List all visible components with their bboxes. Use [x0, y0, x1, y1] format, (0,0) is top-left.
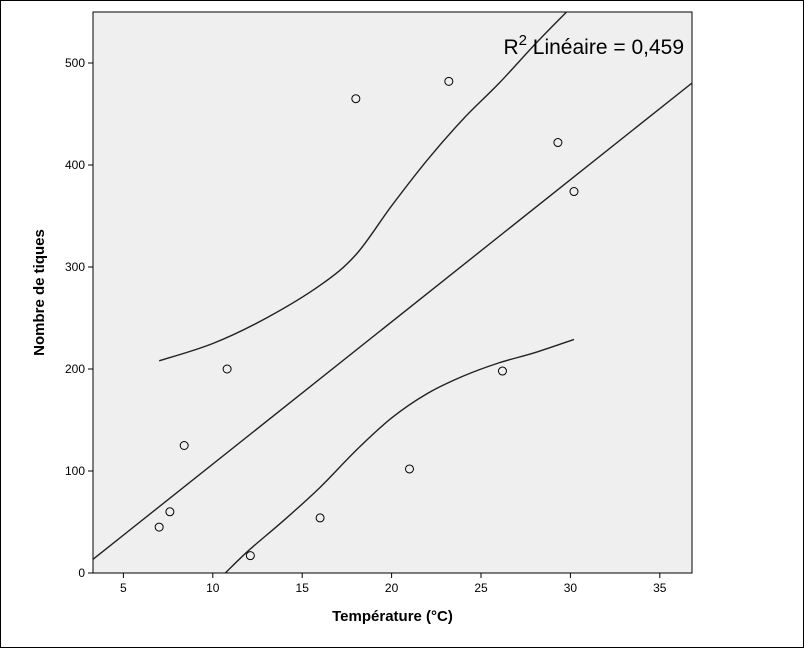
- data-point: [553, 138, 563, 148]
- axes: 5 10 15 20 25 30 35 0 100 200 300 400 500: [65, 56, 667, 595]
- data-point: [222, 364, 232, 374]
- data-point: [351, 94, 361, 104]
- x-tick-label: 10: [206, 581, 220, 595]
- data-point: [497, 366, 507, 376]
- data-points: [154, 76, 579, 561]
- regression-line: [93, 82, 692, 560]
- fit-curves: [93, 12, 692, 573]
- x-tick-label: 30: [564, 581, 578, 595]
- x-tick-label: 15: [296, 581, 310, 595]
- plot-area: [92, 11, 693, 574]
- confidence-lower-curve: [224, 338, 575, 573]
- x-tick-label: 25: [474, 581, 488, 595]
- y-axis-title: Nombre de tiques: [31, 229, 48, 356]
- data-point: [569, 187, 579, 197]
- x-axis-title: Température (°C): [332, 608, 453, 625]
- y-tick-label: 500: [65, 56, 85, 70]
- data-point: [444, 76, 454, 86]
- x-tick-label: 20: [385, 581, 399, 595]
- x-tick-label: 35: [653, 581, 667, 595]
- y-tick-label: 0: [78, 566, 85, 580]
- data-point: [315, 513, 325, 523]
- x-tick-label: 5: [120, 581, 127, 595]
- y-tick-label: 400: [65, 158, 85, 172]
- y-tick-label: 300: [65, 260, 85, 274]
- y-tick-label: 100: [65, 464, 85, 478]
- data-point: [154, 522, 164, 532]
- data-point: [165, 507, 175, 517]
- data-point: [404, 464, 414, 474]
- confidence-upper-curve: [158, 12, 568, 362]
- data-point: [245, 551, 255, 561]
- r-squared-annotation: R2 Linéaire = 0,459: [503, 32, 684, 59]
- y-tick-label: 200: [65, 362, 85, 376]
- data-point: [179, 441, 189, 450]
